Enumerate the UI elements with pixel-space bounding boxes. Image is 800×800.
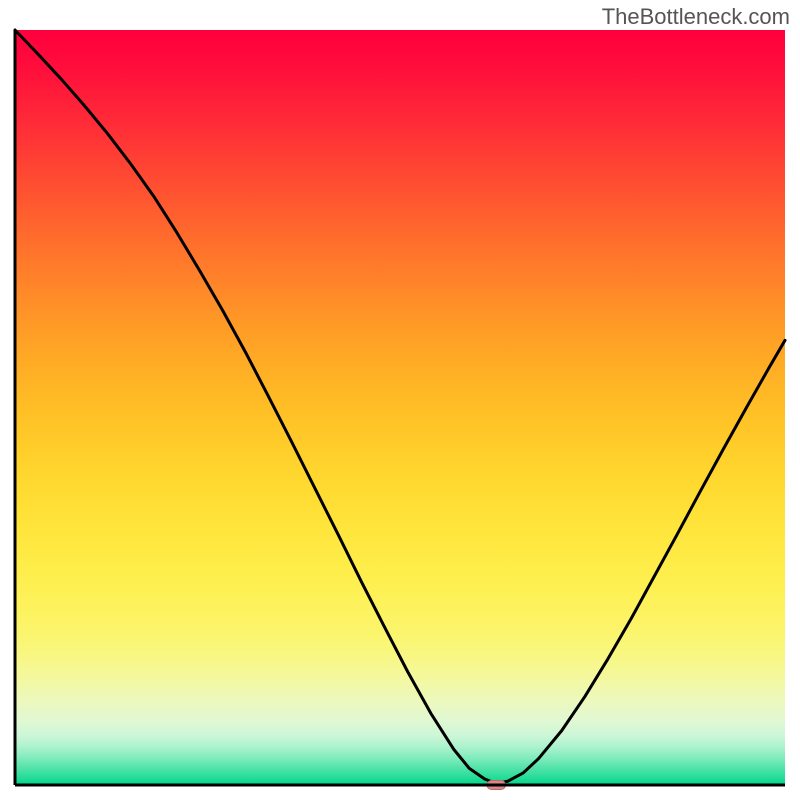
watermark-text: TheBottleneck.com	[602, 4, 790, 30]
bottleneck-chart	[0, 0, 800, 800]
chart-container: TheBottleneck.com	[0, 0, 800, 800]
plot-background	[15, 30, 785, 785]
